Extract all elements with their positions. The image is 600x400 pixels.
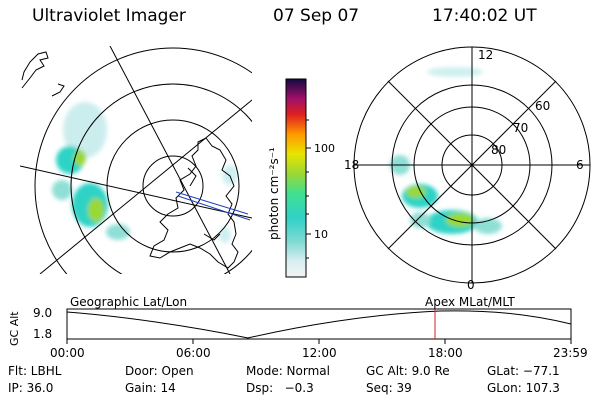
observation-date: 07 Sep 07 [273,6,360,26]
strip-ytick-low: 1.8 [33,327,53,341]
altitude-strip-chart: GC Alt [8,308,572,346]
aurora-emission-left [52,102,238,243]
info-glon: GLon: 107.3 [487,381,560,395]
mlt-label-6: 6 [576,158,584,172]
mlt-label-0: 0 [467,278,475,292]
geographic-map [20,46,252,274]
observation-time: 17:40:02 UT [432,6,537,26]
info-filter: Flt: LBHL [8,364,62,378]
aurora-emission-right [390,67,502,234]
strip-axis-title: GC Alt [8,311,21,346]
info-dsp: Dsp: −0.3 [246,381,314,395]
info-mode: Mode: Normal [246,364,330,378]
instrument-title: Ultraviolet Imager [32,6,186,26]
strip-xtick-1800: 18:00 [428,346,463,360]
mlat-label-70: 70 [513,121,528,135]
mlat-label-80: 80 [491,143,506,157]
info-ip: IP: 36.0 [8,381,54,395]
colorbar-tick-100: 100 [314,142,335,155]
strip-ytick-high: 9.0 [33,306,53,320]
mlt-label-18: 18 [344,158,359,172]
info-seq: Seq: 39 [366,381,412,395]
right-panel-label: Apex MLat/MLT [425,295,515,309]
strip-xtick-0000: 00:00 [50,346,85,360]
info-glat: GLat: −77.1 [487,364,560,378]
info-gain: Gain: 14 [125,381,176,395]
mlat-label-60: 60 [535,99,550,113]
info-gc-alt: GC Alt: 9.0 Re [366,364,450,378]
colorbar-unit-label: photon cm⁻²s⁻¹ [267,147,281,240]
altitude-curve [66,310,572,339]
color-scale-bar: 100 10 photon cm⁻²s⁻¹ [267,78,335,278]
polar-mlt-plot: 12 18 6 0 60 70 80 [344,46,591,292]
strip-xtick-2359: 23:59 [553,346,588,360]
strip-xtick-1200: 12:00 [302,346,337,360]
info-door: Door: Open [125,364,194,378]
strip-xtick-0600: 06:00 [176,346,211,360]
mlt-label-12: 12 [478,48,493,62]
colorbar-tick-10: 10 [314,228,328,241]
left-panel-label: Geographic Lat/Lon [70,295,188,309]
